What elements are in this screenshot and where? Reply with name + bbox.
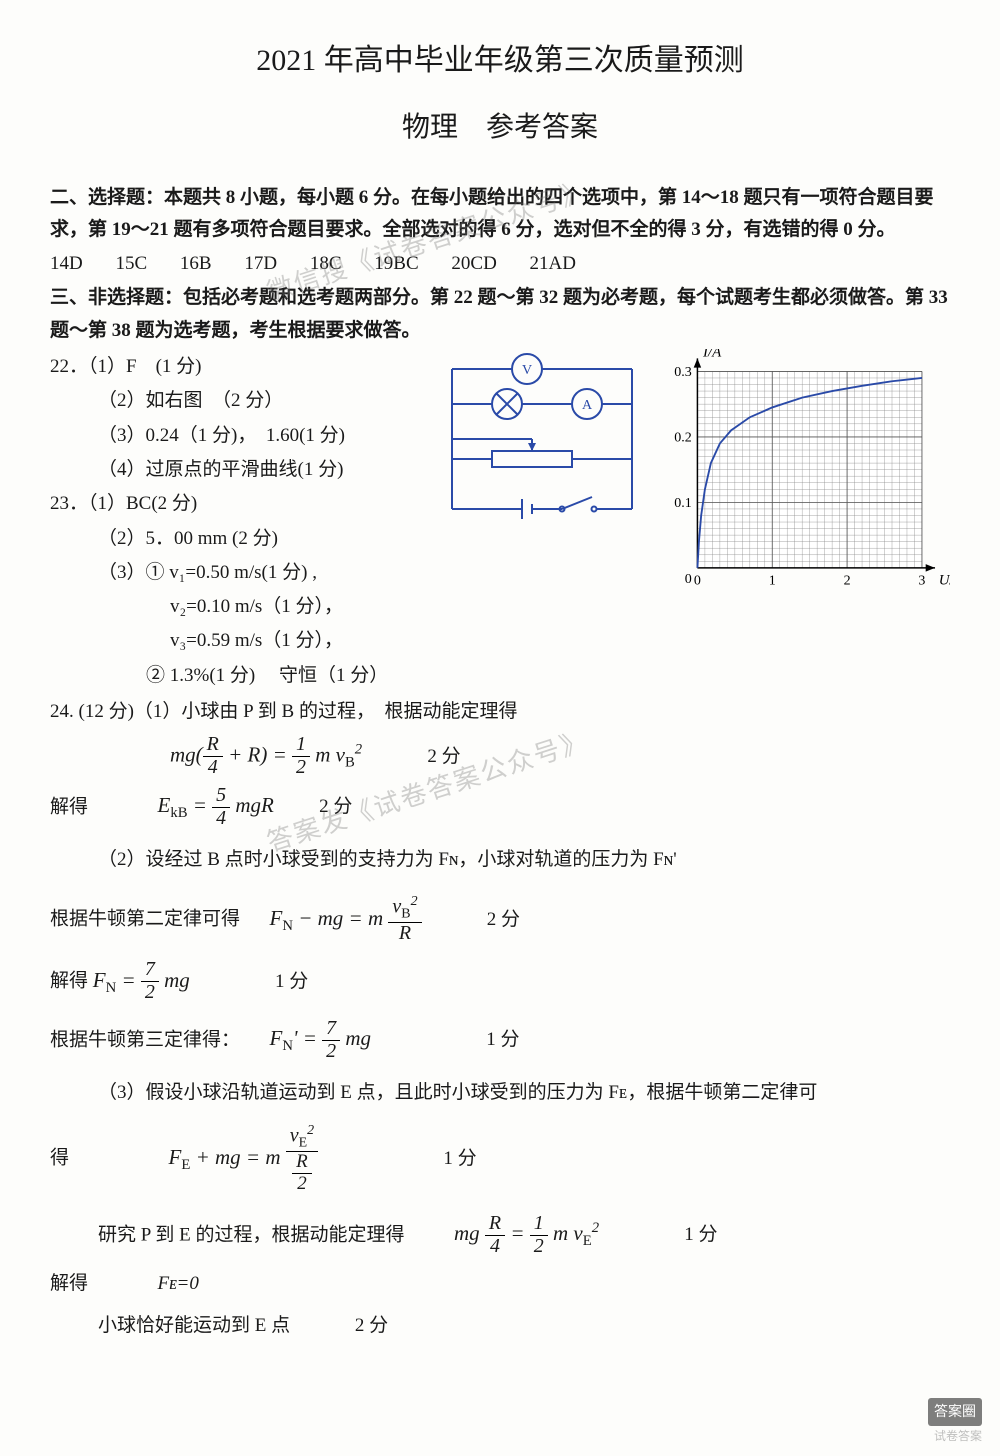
opt-15: 15C xyxy=(115,248,147,280)
solve-fn-label: 解得 xyxy=(50,971,88,992)
de-label: 得 xyxy=(50,1148,69,1169)
fe-val: Fᴇ=0 xyxy=(158,1273,199,1294)
q23-l3b: v₂=0.10 m/s（1 分）， xyxy=(170,591,428,623)
eq7-score: 1 分 xyxy=(684,1224,717,1245)
q22-q23-block: 22．（1）F (1 分) （2）如右图 （2 分） （3）0.24（1 分)，… xyxy=(50,349,950,694)
q24-head: 24. (12 分)（1）小球由 P 到 B 的过程， 根据动能定理得 xyxy=(50,696,950,728)
svg-text:A: A xyxy=(582,398,593,413)
title-sub: 物理 参考答案 xyxy=(50,104,950,152)
eq2-score: 2 分 xyxy=(319,796,352,817)
opt-17: 17D xyxy=(244,248,277,280)
newton3-label: 根据牛顿第三定律得： xyxy=(50,1029,240,1050)
corner-badge: 答案圈 xyxy=(928,1398,982,1426)
svg-text:1: 1 xyxy=(769,573,776,589)
opt-21: 21AD xyxy=(530,248,576,280)
last-score: 2 分 xyxy=(355,1315,388,1336)
page: 2021 年高中毕业年级第三次质量预测 物理 参考答案 二、选择题：本题共 8 … xyxy=(0,0,1000,1456)
svg-text:V: V xyxy=(522,363,532,378)
svg-text:I/A: I/A xyxy=(702,349,722,360)
q23-l3: （3）① v₁=0.50 m/s(1 分) , xyxy=(98,557,428,589)
svg-text:0.2: 0.2 xyxy=(674,430,692,446)
newton2-label: 根据牛顿第二定律可得 xyxy=(50,909,240,930)
solve-fe-row: 解得 Fᴇ=0 xyxy=(50,1268,950,1300)
options-row: 14D 15C 16B 17D 18C 19BC 20CD 21AD xyxy=(50,248,950,280)
eq4-score: 1 分 xyxy=(275,971,308,992)
opt-18: 18C xyxy=(310,248,342,280)
solve-fn-row: 解得 FN = 72 mg 1 分 xyxy=(50,959,950,1004)
solve1-label: 解得 xyxy=(50,796,88,817)
eq6-score: 1 分 xyxy=(443,1148,476,1169)
circuit-diagram: VA xyxy=(432,349,652,529)
q23-l3c: v₃=0.59 m/s（1 分）， xyxy=(170,625,428,657)
section3-heading: 三、非选择题：包括必考题和选考题两部分。第 22 题～第 32 题为必考题，每个… xyxy=(50,282,950,347)
title-main: 2021 年高中毕业年级第三次质量预测 xyxy=(50,35,950,86)
opt-19: 19BC xyxy=(374,248,418,280)
pe-label: 研究 P 到 E 的过程，根据动能定理得 xyxy=(98,1224,404,1245)
section2-heading: 二、选择题：本题共 8 小题，每小题 6 分。在每小题给出的四个选项中，第 14… xyxy=(50,182,950,247)
q22-l4: （4）过原点的平滑曲线(1 分) xyxy=(98,454,428,486)
svg-text:0.1: 0.1 xyxy=(674,495,692,511)
svg-text:2: 2 xyxy=(844,573,851,589)
svg-text:0: 0 xyxy=(685,571,692,587)
newton2-row: 根据牛顿第二定律可得 FN − mg = m vB2R 2 分 xyxy=(50,894,950,945)
watermark-corner: 答案圈 试卷答案 xyxy=(928,1398,982,1446)
svg-text:0: 0 xyxy=(694,573,701,589)
solve-fe-label: 解得 xyxy=(50,1273,88,1294)
q24-part3: （3）假设小球沿轨道运动到 E 点，且此时小球受到的压力为 Fᴇ，根据牛顿第二定… xyxy=(98,1077,950,1109)
svg-text:3: 3 xyxy=(918,573,925,589)
q22-l3: （3）0.24（1 分)， 1.60(1 分) xyxy=(98,420,428,452)
svg-text:U/V: U/V xyxy=(939,573,950,589)
opt-14: 14D xyxy=(50,248,83,280)
opt-20: 20CD xyxy=(451,248,496,280)
q23-l1: 23．（1）BC(2 分) xyxy=(50,488,428,520)
de-row: 得 FE + mg = m vE2 R2 1 分 xyxy=(50,1123,950,1195)
q22-l1: 22．（1）F (1 分) xyxy=(50,351,428,383)
solve1-row: 解得 EkB = 54 mgR 2 分 xyxy=(50,785,950,830)
svg-text:0.3: 0.3 xyxy=(674,364,692,380)
iv-chart: 0 1 2 3 0.1 0.2 0.3 U/V I/A 0 xyxy=(660,349,950,609)
q23-l4: ② 1.3%(1 分) 守恒（1 分） xyxy=(146,660,428,692)
q22-l2: （2）如右图 （2 分） xyxy=(98,385,428,417)
opt-16: 16B xyxy=(180,248,212,280)
eq-1: mg(R4 + R) = 12 m vB2 2 分 xyxy=(170,734,950,779)
eq5-score: 1 分 xyxy=(486,1029,519,1050)
eq3-score: 2 分 xyxy=(487,909,520,930)
last-text: 小球恰好能运动到 E 点 xyxy=(98,1315,290,1336)
q24-part2: （2）设经过 B 点时小球受到的支持力为 Fɴ，小球对轨道的压力为 Fɴ' xyxy=(98,844,950,876)
q23-l2: （2）5．00 mm (2 分) xyxy=(98,523,428,555)
newton3-row: 根据牛顿第三定律得： FN' = 72 mg 1 分 xyxy=(50,1018,950,1063)
pe-row: 研究 P 到 E 的过程，根据动能定理得 mg R4 = 12 m vE2 1 … xyxy=(98,1213,950,1258)
corner-sub: 试卷答案 xyxy=(928,1426,982,1446)
last-row: 小球恰好能运动到 E 点 2 分 xyxy=(98,1310,950,1342)
eq1-score: 2 分 xyxy=(427,746,460,767)
